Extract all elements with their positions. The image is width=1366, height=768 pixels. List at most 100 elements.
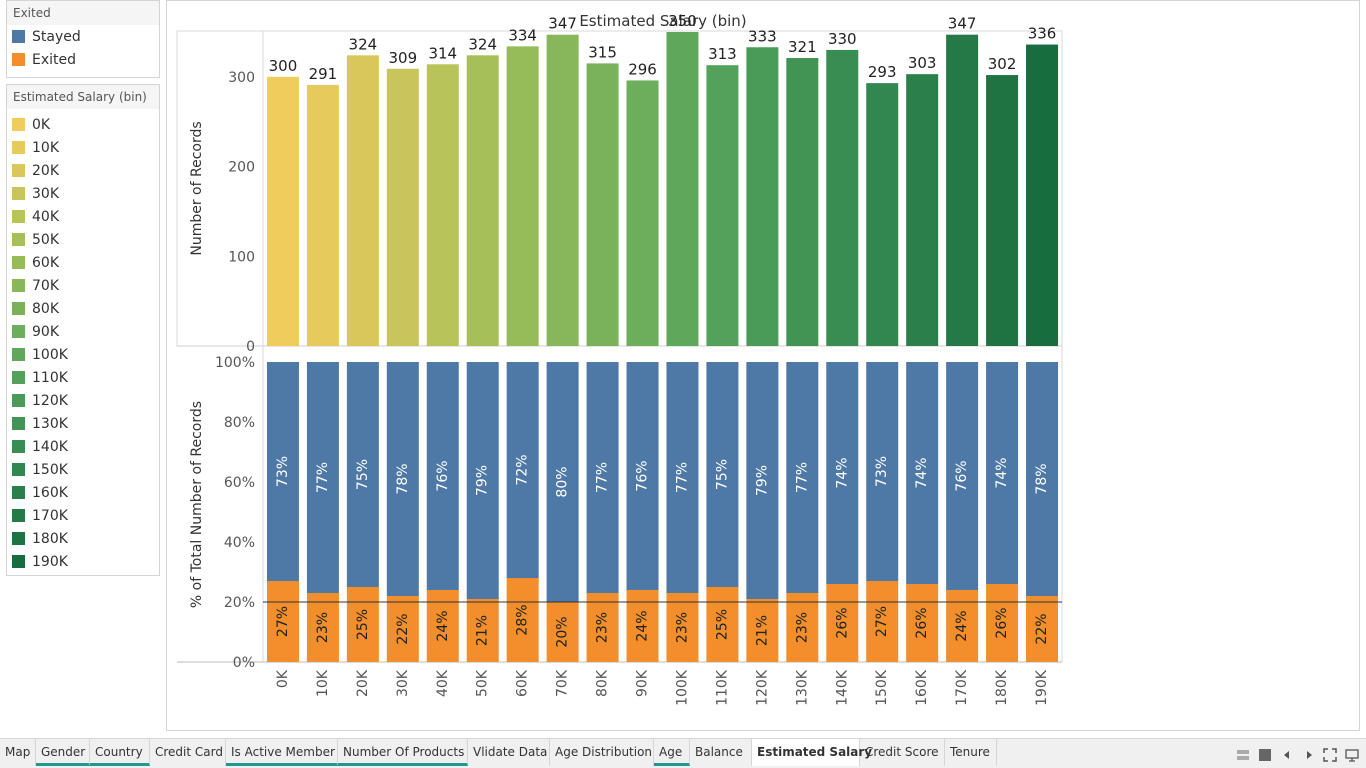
legend-item-exited[interactable]: Exited	[7, 48, 159, 71]
tab-age-distribution[interactable]: Age Distribution	[550, 739, 654, 766]
fit-screen-icon[interactable]	[1323, 748, 1337, 762]
count-data-label: 333	[748, 27, 777, 45]
count-bar-30k	[386, 68, 419, 346]
percent-tick-label: 80%	[224, 415, 255, 431]
legend-item-salary-100k[interactable]: 100K	[7, 343, 159, 366]
x-tick-label-30k: 30K	[395, 669, 411, 697]
percent-tick-label: 60%	[224, 475, 255, 491]
tab-credit-card[interactable]: Credit Card	[150, 739, 226, 766]
exited-pct-label: 25%	[355, 609, 371, 640]
count-bar-150k	[866, 83, 899, 346]
stayed-bar-0k	[266, 362, 299, 581]
count-bar-180k	[986, 75, 1019, 346]
previous-sheet-icon[interactable]	[1280, 748, 1294, 762]
x-tick-label-140k: 140K	[834, 669, 850, 706]
legend-item-stayed[interactable]: Stayed	[7, 25, 159, 48]
legend-swatch	[12, 486, 25, 499]
exited-bar-10k	[306, 593, 339, 662]
legend-item-salary-40k[interactable]: 40K	[7, 205, 159, 228]
next-sheet-icon[interactable]	[1302, 748, 1316, 762]
legend-label: 20K	[32, 162, 59, 179]
legend-item-salary-60k[interactable]: 60K	[7, 251, 159, 274]
legend-item-salary-80k[interactable]: 80K	[7, 297, 159, 320]
exited-pct-label: 23%	[595, 612, 611, 643]
tab-credit-score[interactable]: Credit Score	[860, 739, 945, 766]
legend-label: 120K	[32, 392, 68, 409]
count-data-label: 291	[309, 65, 338, 83]
tab-balance[interactable]: Balance	[690, 739, 752, 766]
exited-pct-label: 21%	[475, 615, 491, 646]
stayed-bar-180k	[986, 362, 1019, 584]
legend-item-salary-0k[interactable]: 0K	[7, 113, 159, 136]
legend-item-salary-190k[interactable]: 190K	[7, 550, 159, 573]
tab-tenure[interactable]: Tenure	[945, 739, 997, 766]
count-data-label: 315	[588, 43, 617, 61]
exited-bar-80k	[586, 593, 619, 662]
legend-swatch	[12, 164, 25, 177]
legend-item-salary-170k[interactable]: 170K	[7, 504, 159, 527]
stayed-pct-label: 77%	[315, 462, 331, 493]
legend-item-salary-20k[interactable]: 20K	[7, 159, 159, 182]
x-tick-label-50k: 50K	[475, 669, 491, 697]
count-bar-100k	[666, 32, 699, 346]
stayed-bar-10k	[306, 362, 339, 593]
legend-item-salary-140k[interactable]: 140K	[7, 435, 159, 458]
tab-estimated-salary[interactable]: Estimated Salary	[752, 739, 872, 766]
legend-label: 30K	[32, 185, 59, 202]
presentation-mode-icon[interactable]	[1345, 748, 1359, 762]
stayed-pct-label: 74%	[914, 457, 930, 488]
legend-item-salary-90k[interactable]: 90K	[7, 320, 159, 343]
legend-swatch	[12, 187, 25, 200]
count-bar-130k	[786, 58, 819, 346]
tab-age[interactable]: Age	[654, 739, 690, 766]
stayed-pct-label: 72%	[515, 454, 531, 485]
count-data-label: 293	[868, 63, 897, 81]
legend-item-salary-70k[interactable]: 70K	[7, 274, 159, 297]
exited-bar-130k	[786, 593, 819, 662]
exited-bar-160k	[906, 584, 939, 662]
count-data-label: 350	[668, 12, 697, 30]
exited-pct-label: 24%	[435, 610, 451, 641]
legend-item-salary-110k[interactable]: 110K	[7, 366, 159, 389]
legend-item-salary-50k[interactable]: 50K	[7, 228, 159, 251]
legend-swatch	[12, 141, 25, 154]
legend-item-salary-150k[interactable]: 150K	[7, 458, 159, 481]
exited-bar-30k	[386, 596, 419, 662]
stayed-bar-190k	[1026, 362, 1059, 596]
stayed-pct-label: 75%	[355, 459, 371, 490]
tab-vlidate-data[interactable]: Vlidate Data	[468, 739, 550, 766]
legend-item-salary-120k[interactable]: 120K	[7, 389, 159, 412]
x-tick-label-80k: 80K	[595, 669, 611, 697]
tab-map[interactable]: Map	[0, 739, 36, 766]
count-bar-60k	[506, 46, 539, 347]
legend-label: 170K	[32, 507, 68, 524]
filmstrip-icon[interactable]	[1258, 748, 1272, 762]
exited-pct-label: 26%	[994, 607, 1010, 638]
legend-label: 110K	[32, 369, 68, 386]
legend-item-salary-180k[interactable]: 180K	[7, 527, 159, 550]
tab-gender[interactable]: Gender	[36, 739, 90, 766]
stayed-pct-label: 80%	[555, 466, 571, 497]
count-bar-190k	[1026, 44, 1059, 347]
x-tick-label-70k: 70K	[555, 669, 571, 697]
legend-item-salary-130k[interactable]: 130K	[7, 412, 159, 435]
percent-tick-label: 40%	[224, 535, 255, 551]
percent-tick-label: 0%	[233, 655, 255, 671]
exited-bar-60k	[506, 578, 539, 662]
legend-item-salary-30k[interactable]: 30K	[7, 182, 159, 205]
tab-country[interactable]: Country	[90, 739, 150, 766]
stayed-bar-80k	[586, 362, 619, 593]
sheet-sorter-icon[interactable]	[1236, 748, 1250, 762]
legend-item-salary-10k[interactable]: 10K	[7, 136, 159, 159]
x-tick-label-10k: 10K	[315, 669, 331, 697]
exited-bar-120k	[746, 599, 779, 662]
exited-pct-label: 25%	[714, 609, 730, 640]
stayed-pct-label: 78%	[395, 463, 411, 494]
stayed-bar-120k	[746, 362, 779, 599]
stayed-bar-20k	[346, 362, 379, 587]
count-tick-label: 200	[228, 160, 255, 176]
legend-item-salary-160k[interactable]: 160K	[7, 481, 159, 504]
count-bar-20k	[346, 55, 379, 346]
tab-is-active-member[interactable]: Is Active Member	[226, 739, 338, 766]
tab-number-of-products[interactable]: Number Of Products	[338, 739, 468, 766]
